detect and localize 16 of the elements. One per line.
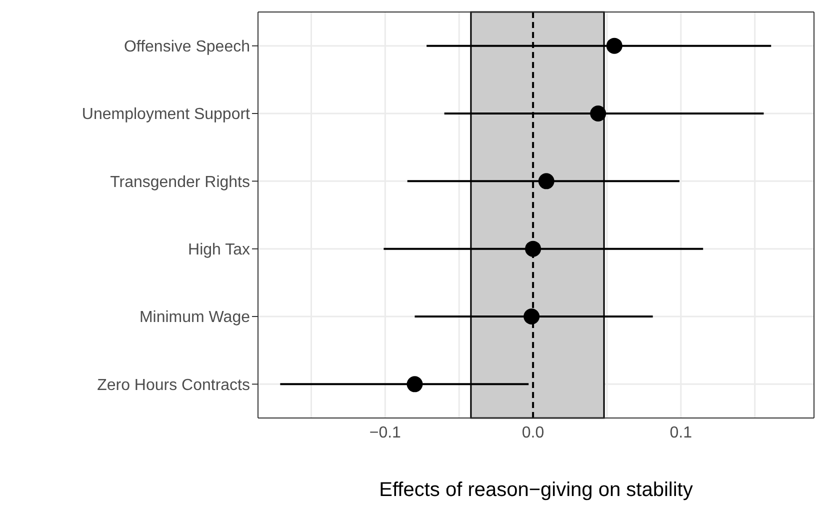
- point: [606, 38, 622, 54]
- y-tick-label: Minimum Wage: [139, 309, 250, 326]
- point: [590, 106, 606, 122]
- x-tick-label: 0.0: [522, 424, 544, 442]
- point: [524, 308, 540, 324]
- x-axis-title: Effects of reason−giving on stability: [379, 479, 693, 501]
- point: [538, 173, 554, 190]
- point: [406, 376, 423, 392]
- point: [525, 240, 542, 257]
- y-tick-label: Offensive Speech: [124, 38, 250, 56]
- y-tick-label: High Tax: [188, 242, 250, 259]
- y-tick-label: Unemployment Support: [82, 106, 251, 124]
- y-tick-label: Transgender Rights: [110, 174, 250, 191]
- y-tick-label: Zero Hours Contracts: [97, 376, 250, 394]
- x-tick-label: 0.1: [670, 424, 692, 442]
- x-tick-label: −0.1: [369, 424, 402, 442]
